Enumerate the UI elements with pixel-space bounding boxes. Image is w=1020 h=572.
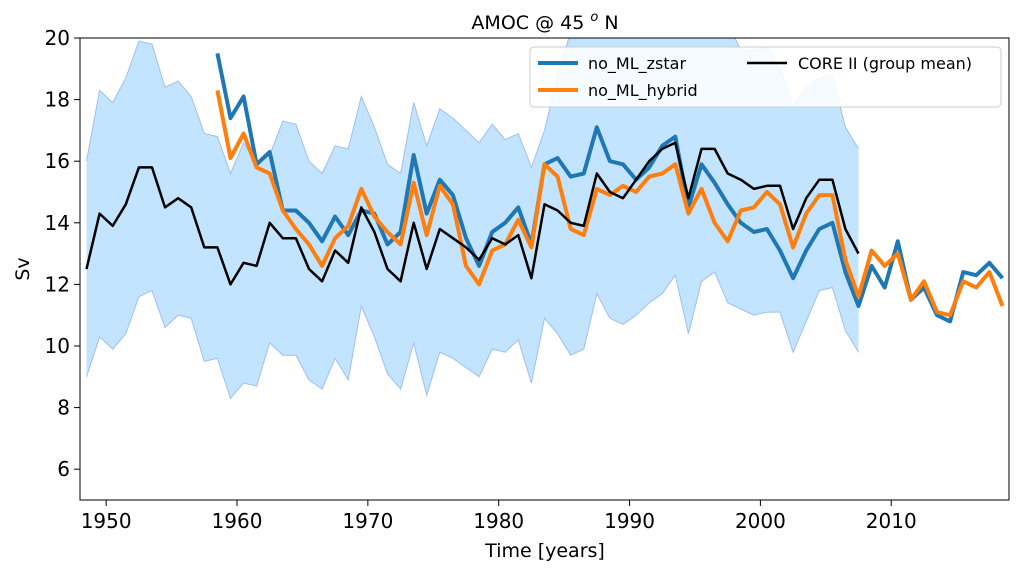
- chart-title-suffix: N: [598, 12, 618, 34]
- y-tick-label: 10: [45, 334, 70, 358]
- series-lines: [85, 53, 1005, 324]
- y-tick-label: 6: [57, 457, 70, 481]
- y-axis-ticks: 6 8 10 12 14 16 18 20: [45, 26, 80, 481]
- chart-title: AMOC @ 45 o N: [471, 10, 618, 34]
- ensemble-range-upper-edge: [86, 38, 859, 175]
- x-tick-label: 1960: [212, 509, 263, 533]
- ensemble-range-lower-edge: [86, 271, 859, 400]
- x-axis-ticks: 1950 1960 1970 1980 1990 2000 2010: [81, 500, 917, 533]
- y-axis-label: Sv: [12, 257, 34, 280]
- series-line-core: [85, 141, 860, 286]
- series-line-hybrid: [215, 90, 1005, 318]
- y-tick-label: 16: [45, 149, 70, 173]
- x-tick-label: 1990: [604, 509, 655, 533]
- x-axis-label: Time [years]: [484, 540, 605, 562]
- legend-label-zstar: no_ML_zstar: [588, 54, 686, 74]
- y-tick-label: 12: [45, 272, 70, 296]
- plot-frame: [79, 37, 1010, 501]
- legend: no_ML_zstar no_ML_hybrid CORE II (group …: [529, 46, 1002, 108]
- x-tick-label: 1950: [81, 509, 132, 533]
- x-tick-label: 2010: [866, 509, 917, 533]
- ensemble-range-band: [86, 38, 859, 399]
- chart-title-superscript: o: [590, 10, 598, 25]
- legend-label-core: CORE II (group mean): [798, 54, 972, 73]
- y-tick-label: 20: [45, 26, 70, 50]
- legend-box: [529, 46, 1002, 108]
- y-tick-label: 14: [45, 211, 70, 235]
- series-line-zstar: [215, 53, 1005, 324]
- x-tick-label: 1970: [342, 509, 393, 533]
- y-tick-label: 18: [45, 88, 70, 112]
- x-tick-label: 1980: [473, 509, 524, 533]
- plot-area: [85, 38, 1005, 400]
- legend-label-hybrid: no_ML_hybrid: [588, 81, 698, 101]
- y-tick-label: 8: [57, 396, 70, 420]
- x-tick-label: 2000: [735, 509, 786, 533]
